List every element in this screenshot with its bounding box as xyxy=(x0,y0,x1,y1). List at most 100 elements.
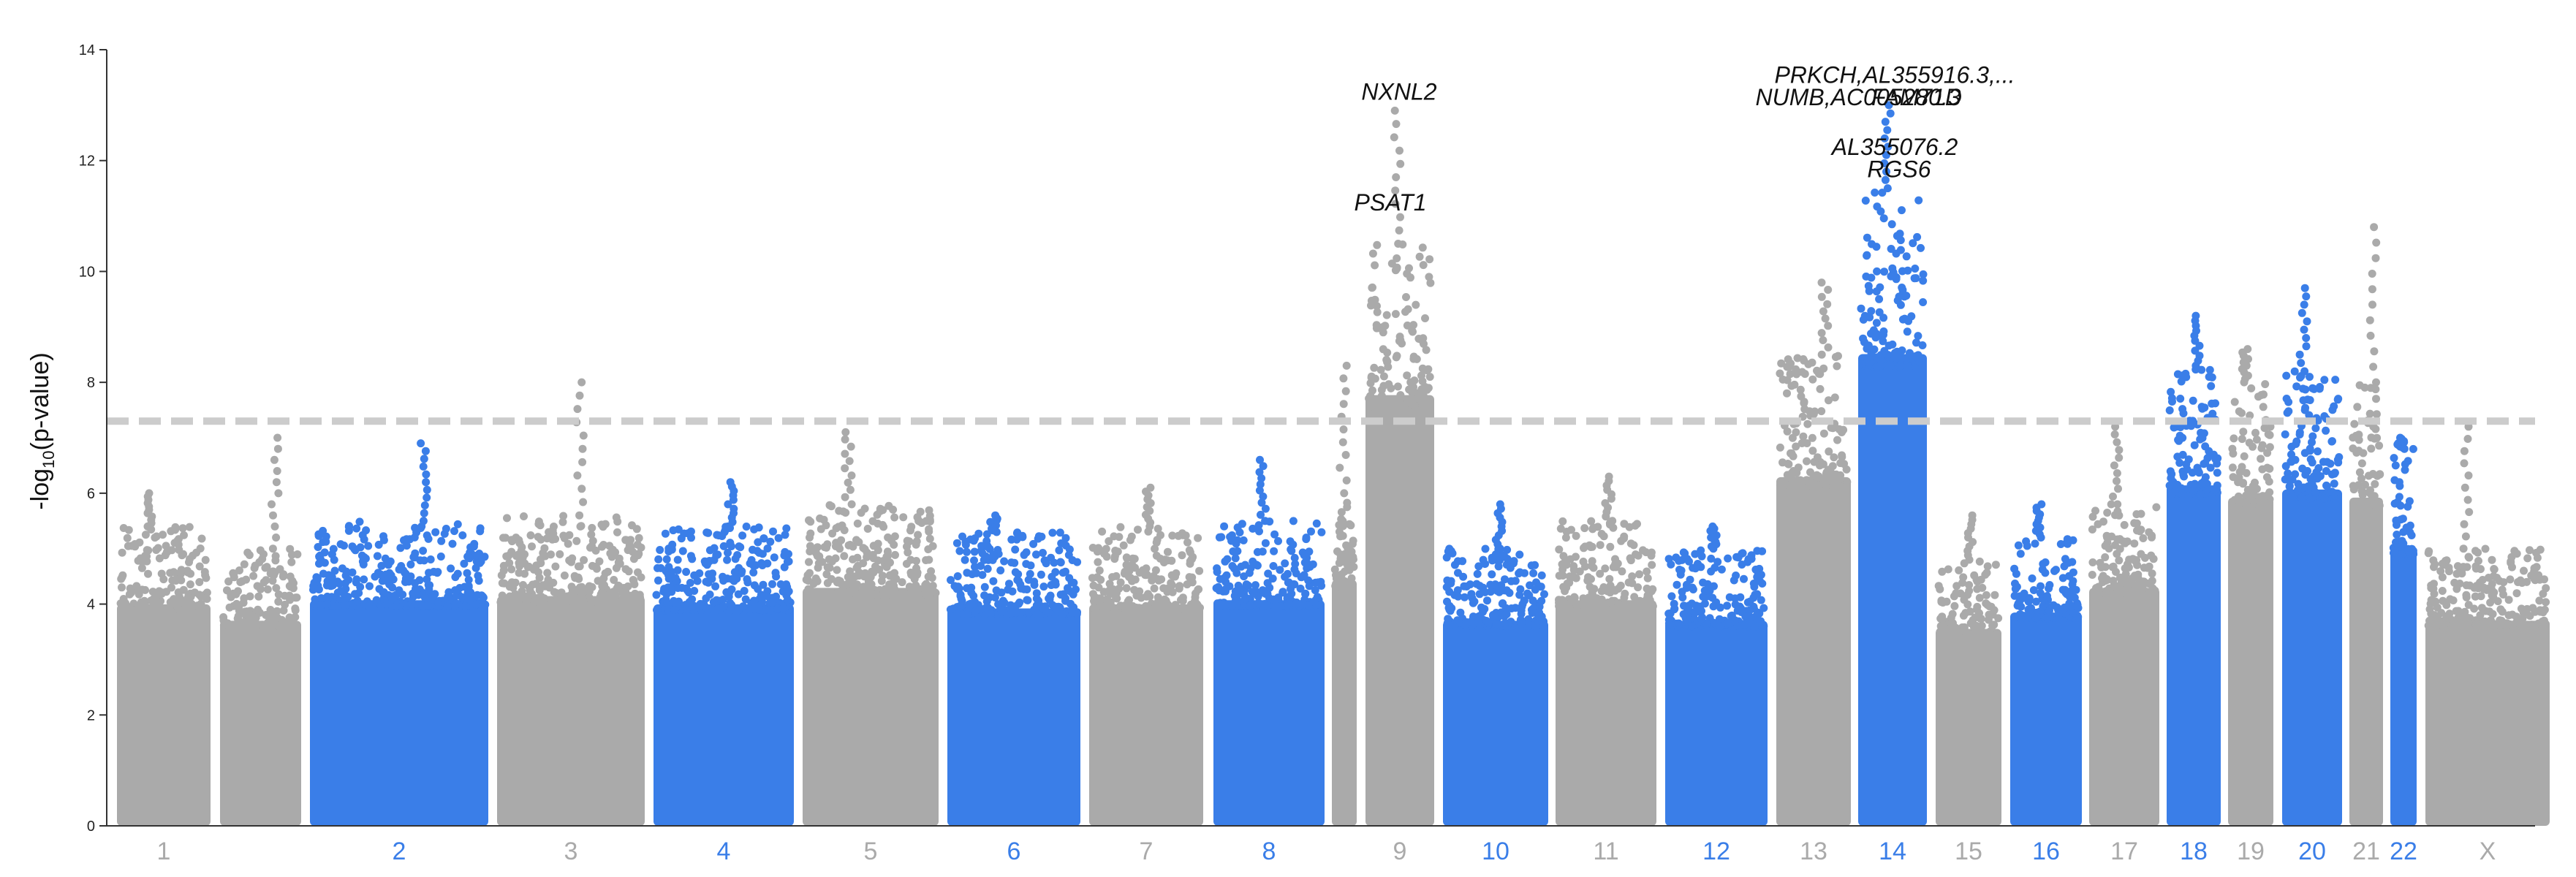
data-point xyxy=(1099,603,1107,612)
data-point xyxy=(1494,562,1503,571)
data-point xyxy=(1700,586,1709,595)
data-point xyxy=(1870,345,1879,354)
data-point xyxy=(844,541,853,550)
data-point xyxy=(759,534,768,543)
data-point xyxy=(2063,535,2072,544)
data-point xyxy=(654,576,662,585)
data-point xyxy=(1393,382,1402,391)
data-point xyxy=(1503,545,1512,554)
data-point xyxy=(1342,361,1351,370)
data-point xyxy=(406,560,415,569)
data-point xyxy=(1233,547,1242,555)
data-point xyxy=(1088,544,1097,552)
data-point xyxy=(2039,560,2047,569)
data-point xyxy=(2165,406,2174,414)
data-point xyxy=(2148,569,2156,578)
data-point xyxy=(1865,286,1874,295)
data-point xyxy=(1189,606,1197,615)
data-point xyxy=(1417,371,1425,380)
data-point xyxy=(1909,239,1917,248)
data-point xyxy=(2486,599,2495,607)
data-point xyxy=(890,513,899,522)
data-point xyxy=(1220,522,1229,531)
data-point xyxy=(624,567,633,576)
chromosome-label: 16 xyxy=(2032,838,2060,865)
data-point xyxy=(1515,568,1524,577)
data-point xyxy=(543,569,552,577)
data-point xyxy=(1150,584,1159,593)
data-point xyxy=(2458,569,2466,578)
data-point xyxy=(1442,553,1451,562)
data-point xyxy=(2064,558,2073,567)
data-point xyxy=(2213,468,2221,477)
data-point xyxy=(1898,315,1907,324)
data-point xyxy=(1406,273,1414,282)
data-point xyxy=(1620,534,1628,543)
data-point xyxy=(2257,455,2265,463)
data-point xyxy=(458,593,466,601)
data-point xyxy=(588,523,596,532)
data-point xyxy=(1135,587,1144,596)
data-point xyxy=(185,523,194,531)
data-point xyxy=(883,547,892,556)
data-point xyxy=(840,526,849,534)
y-tick-label: 4 xyxy=(87,597,95,613)
data-point xyxy=(1994,614,2003,623)
data-point xyxy=(907,523,916,531)
data-point xyxy=(258,620,267,629)
data-point xyxy=(2394,550,2403,559)
data-point xyxy=(737,569,746,577)
data-point xyxy=(686,552,695,561)
data-point xyxy=(2471,620,2480,629)
data-point xyxy=(2257,444,2266,452)
data-point xyxy=(2477,604,2486,612)
data-point xyxy=(537,593,546,602)
data-point xyxy=(1523,589,1531,598)
data-point xyxy=(560,572,569,580)
chromosome-label: X xyxy=(2480,838,2496,865)
data-point xyxy=(1396,391,1405,400)
data-point xyxy=(779,604,787,612)
data-point xyxy=(781,531,789,539)
data-point xyxy=(709,598,718,607)
data-point xyxy=(1879,337,1887,346)
data-point xyxy=(822,543,830,552)
data-point xyxy=(2058,574,2067,582)
point-cloud xyxy=(1332,580,1357,826)
data-point xyxy=(634,568,642,577)
data-point xyxy=(1232,539,1240,548)
data-point xyxy=(1977,575,1985,584)
data-point xyxy=(924,545,933,554)
data-point xyxy=(2014,541,2023,550)
data-point xyxy=(845,457,854,466)
data-point xyxy=(559,512,568,520)
data-point xyxy=(844,478,852,487)
data-point xyxy=(1403,371,1412,380)
data-point xyxy=(2033,612,2042,620)
data-point xyxy=(2103,509,2112,517)
data-point xyxy=(701,603,710,612)
data-point xyxy=(365,582,374,591)
data-point xyxy=(2121,574,2129,582)
data-point xyxy=(719,542,728,550)
data-point xyxy=(1572,553,1580,561)
data-point xyxy=(1961,609,1970,618)
data-point xyxy=(2152,503,2161,512)
data-point xyxy=(1339,374,1348,383)
data-point xyxy=(137,563,146,572)
data-point xyxy=(2542,598,2550,607)
data-point xyxy=(536,521,545,530)
data-point xyxy=(1391,310,1400,319)
y-tick-label: 6 xyxy=(87,486,95,502)
data-point xyxy=(249,572,258,580)
data-point xyxy=(2464,471,2473,480)
data-point xyxy=(1950,601,1959,610)
data-point xyxy=(224,621,233,630)
data-point xyxy=(1963,600,1972,609)
data-point xyxy=(2043,592,2051,600)
data-point xyxy=(841,435,849,444)
data-point xyxy=(539,549,548,558)
data-point xyxy=(2290,367,2299,376)
data-point xyxy=(1371,374,1379,383)
data-point xyxy=(268,544,277,553)
